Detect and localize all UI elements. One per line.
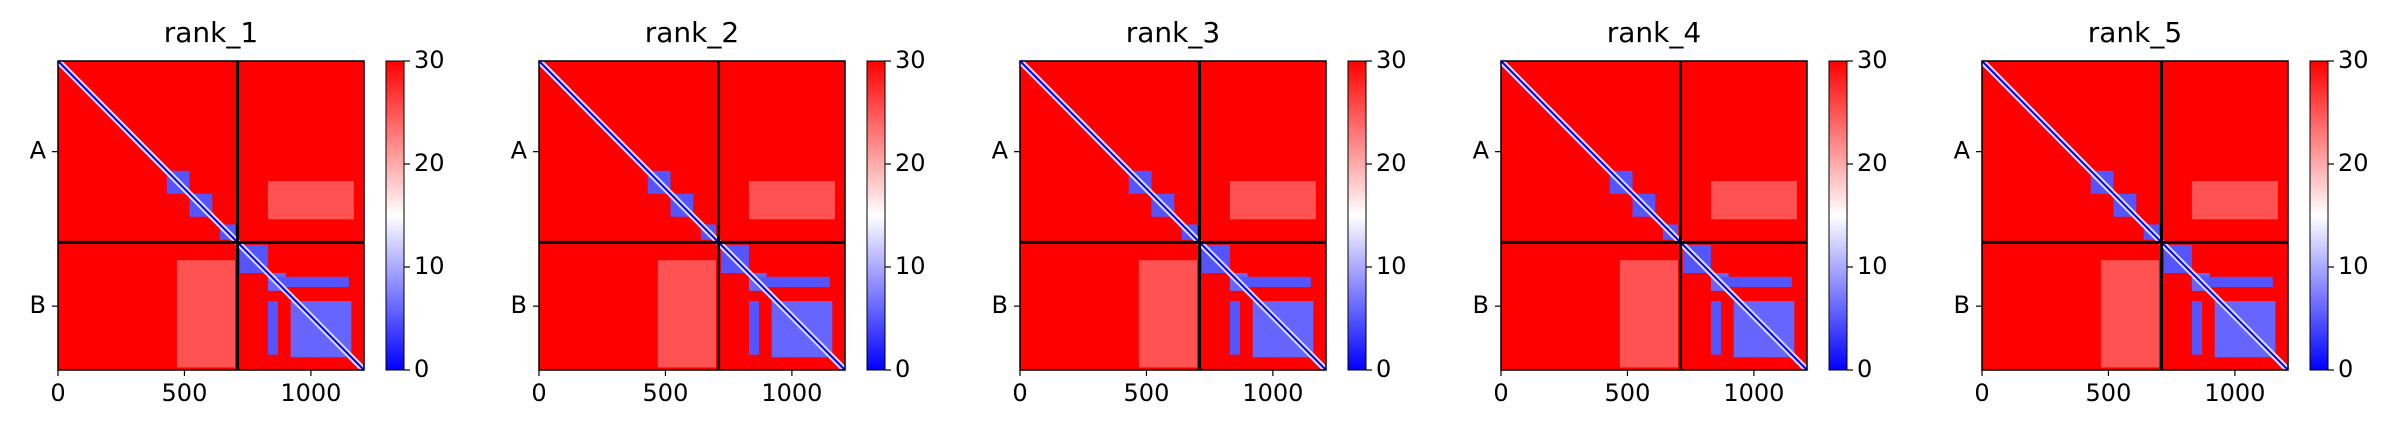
colorbar-tick-label: 10 <box>1857 252 1888 280</box>
colorbar-tick-label: 0 <box>1857 355 1872 383</box>
colorbar-tick-label: 0 <box>895 355 910 383</box>
diagonal <box>1019 60 1327 371</box>
x-tick-label: 500 <box>1605 379 1651 407</box>
chart-title: rank_2 <box>645 16 739 49</box>
x-tick-label: 500 <box>2086 379 2132 407</box>
colorbar-tick-label: 30 <box>1857 46 1888 74</box>
x-tick-label: 500 <box>1124 379 1170 407</box>
heatmap-block <box>1229 181 1316 220</box>
y-tick-label: A <box>30 137 47 165</box>
chart-title: rank_4 <box>1607 16 1701 49</box>
x-tick-label: 0 <box>1012 379 1027 407</box>
colorbar-tick-label: 20 <box>1857 149 1888 177</box>
heatmap-block <box>756 276 830 288</box>
heatmap-block <box>2100 260 2160 368</box>
heatmap-block <box>1710 181 1797 220</box>
diagonal <box>57 60 365 371</box>
x-tick-label: 500 <box>162 379 208 407</box>
colorbar-tick-label: 20 <box>414 149 445 177</box>
colorbar-tick-label: 20 <box>1376 149 1407 177</box>
heatmap-block <box>267 301 279 355</box>
x-tick-label: 1000 <box>1242 379 1303 407</box>
diagonal <box>538 60 846 371</box>
heatmap-block <box>2191 301 2203 355</box>
heatmap-block <box>1710 301 1722 355</box>
x-tick-label: 0 <box>1974 379 1989 407</box>
plot-frame <box>1500 60 1808 371</box>
y-tick-label: B <box>992 291 1008 319</box>
colorbar-tick-label: 0 <box>1376 355 1391 383</box>
plot-frame <box>538 60 846 371</box>
diagonal <box>1500 60 1808 371</box>
colorbar-tick-label: 10 <box>1376 252 1407 280</box>
colorbar-tick-label: 10 <box>2338 252 2369 280</box>
y-tick-label: B <box>511 291 527 319</box>
y-tick-label: A <box>511 137 528 165</box>
y-tick-label: A <box>992 137 1009 165</box>
colorbar-tick-label: 30 <box>1376 46 1407 74</box>
heatmap-block <box>657 260 717 368</box>
heatmap-block <box>1237 276 1311 288</box>
x-tick-label: 1000 <box>1723 379 1784 407</box>
heatmap-block <box>748 181 835 220</box>
x-tick-label: 500 <box>643 379 689 407</box>
heatmap-block <box>2191 181 2278 220</box>
colorbar-tick-label: 10 <box>895 252 926 280</box>
plot-frame <box>1981 60 2289 371</box>
plot-frame <box>1019 60 1327 371</box>
colorbar <box>1347 60 1367 371</box>
diagonal <box>1981 60 2289 371</box>
heatmap-block <box>275 276 349 288</box>
colorbar-tick-label: 30 <box>2338 46 2369 74</box>
chart-title: rank_5 <box>2088 16 2182 49</box>
chart-title: rank_1 <box>164 16 258 49</box>
colorbar-tick-label: 0 <box>2338 355 2353 383</box>
heatmap-block <box>176 260 236 368</box>
x-tick-label: 0 <box>50 379 65 407</box>
x-tick-label: 1000 <box>2204 379 2265 407</box>
heatmap-block <box>2199 276 2273 288</box>
y-tick-label: A <box>1954 137 1971 165</box>
y-tick-label: A <box>1473 137 1490 165</box>
y-tick-label: B <box>1473 291 1489 319</box>
y-tick-label: B <box>30 291 46 319</box>
chart-title: rank_3 <box>1126 16 1220 49</box>
heatmap-block <box>748 301 760 355</box>
colorbar <box>866 60 886 371</box>
x-tick-label: 1000 <box>761 379 822 407</box>
heatmap-block <box>1229 301 1241 355</box>
colorbar-tick-label: 20 <box>2338 149 2369 177</box>
heatmap-block <box>1138 260 1198 368</box>
plot-frame <box>57 60 365 371</box>
x-tick-label: 1000 <box>280 379 341 407</box>
x-tick-label: 0 <box>531 379 546 407</box>
heatmap-block <box>1619 260 1679 368</box>
heatmap-block <box>1718 276 1792 288</box>
colorbar-tick-label: 30 <box>895 46 926 74</box>
colorbar-tick-label: 0 <box>414 355 429 383</box>
heatmap-block <box>267 181 354 220</box>
colorbar <box>385 60 405 371</box>
colorbar-tick-label: 10 <box>414 252 445 280</box>
colorbar-tick-label: 20 <box>895 149 926 177</box>
colorbar <box>2309 60 2329 371</box>
colorbar-tick-label: 30 <box>414 46 445 74</box>
colorbar <box>1828 60 1848 371</box>
y-tick-label: B <box>1954 291 1970 319</box>
x-tick-label: 0 <box>1493 379 1508 407</box>
